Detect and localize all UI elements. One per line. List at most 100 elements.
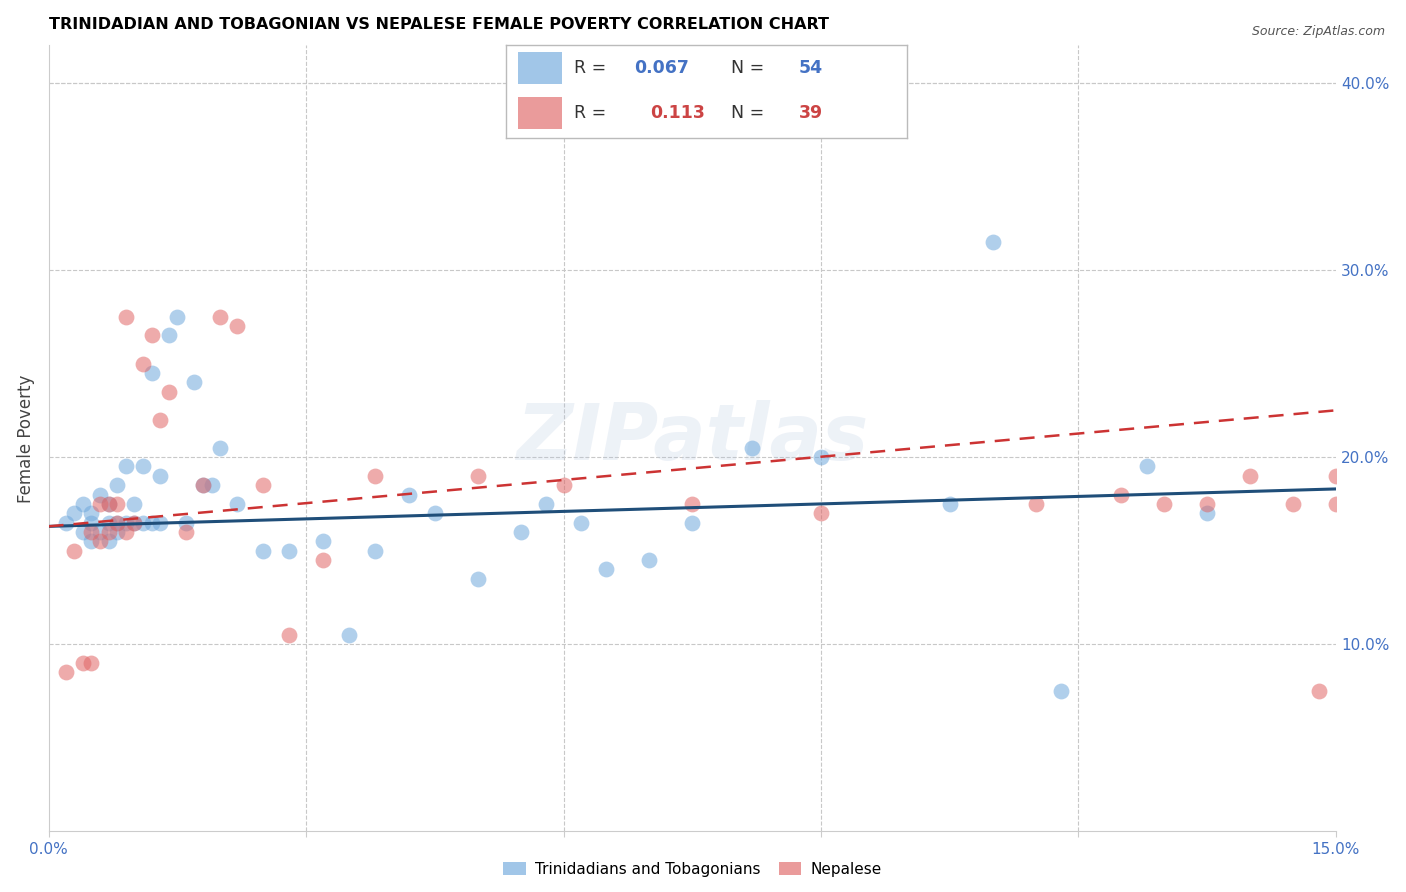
Point (938, 497, 960, 511)
Point (277, 543, 299, 558)
Point (124, 497, 146, 511)
Point (681, 516, 703, 530)
Text: Source: ZipAtlas.com: Source: ZipAtlas.com (1251, 25, 1385, 38)
Point (509, 524, 531, 539)
Point (595, 562, 617, 576)
Point (105, 524, 128, 539)
Point (1239, 468, 1261, 483)
Bar (519, 52, 562, 84)
Legend: Trinidadians and Tobagonians, Nepalese: Trinidadians and Tobagonians, Nepalese (496, 855, 889, 883)
Point (191, 478, 214, 492)
Point (89, 497, 111, 511)
Point (63, 506, 86, 520)
Bar (519, 97, 562, 129)
Point (1025, 497, 1047, 511)
Point (55, 665, 77, 680)
Point (226, 497, 249, 511)
Point (105, 516, 128, 530)
Point (252, 478, 274, 492)
Point (80, 534, 103, 549)
Point (174, 516, 197, 530)
Point (981, 235, 1004, 249)
Point (80, 524, 103, 539)
Text: R =: R = (574, 104, 617, 122)
Point (312, 553, 335, 567)
Point (114, 516, 136, 530)
Point (114, 524, 136, 539)
Point (157, 328, 180, 343)
Point (105, 516, 128, 530)
Point (89, 524, 111, 539)
Point (681, 497, 703, 511)
Point (141, 516, 163, 530)
Point (124, 516, 146, 530)
Text: TRINIDADIAN AND TOBAGONIAN VS NEPALESE FEMALE POVERTY CORRELATION CHART: TRINIDADIAN AND TOBAGONIAN VS NEPALESE F… (49, 17, 828, 32)
Point (149, 412, 172, 426)
Point (89, 487, 111, 501)
Point (72, 656, 94, 670)
Point (141, 366, 163, 380)
Point (741, 441, 763, 455)
Text: N =: N = (731, 59, 769, 77)
Point (1136, 459, 1159, 474)
Point (114, 310, 136, 324)
Y-axis label: Female Poverty: Female Poverty (17, 375, 35, 502)
Text: 54: 54 (799, 59, 823, 77)
Point (1111, 487, 1133, 501)
Point (124, 516, 146, 530)
Point (97, 497, 120, 511)
Text: 0.113: 0.113 (651, 104, 706, 122)
Point (1324, 497, 1347, 511)
Point (226, 319, 249, 334)
Text: ZIPatlas: ZIPatlas (516, 401, 869, 476)
Point (201, 478, 224, 492)
Text: R =: R = (574, 59, 612, 77)
Point (364, 543, 387, 558)
Point (72, 497, 94, 511)
Point (80, 506, 103, 520)
Point (1197, 497, 1219, 511)
Point (1308, 684, 1330, 698)
Point (80, 656, 103, 670)
Point (638, 553, 661, 567)
Point (97, 534, 120, 549)
Point (1324, 468, 1347, 483)
Point (1197, 506, 1219, 520)
Point (89, 534, 111, 549)
Point (174, 524, 197, 539)
Point (337, 628, 360, 642)
Point (97, 497, 120, 511)
Point (1050, 684, 1073, 698)
Point (105, 478, 128, 492)
Point (149, 516, 172, 530)
Point (277, 628, 299, 642)
Point (55, 516, 77, 530)
Point (183, 376, 205, 390)
Point (553, 478, 575, 492)
Point (132, 459, 155, 474)
Point (209, 441, 232, 455)
Point (810, 450, 832, 464)
Text: 39: 39 (799, 104, 823, 122)
Point (132, 357, 155, 371)
Point (398, 487, 420, 501)
Point (810, 506, 832, 520)
Text: N =: N = (731, 104, 769, 122)
Point (97, 524, 120, 539)
Point (423, 506, 446, 520)
Point (80, 516, 103, 530)
Point (191, 478, 214, 492)
Point (209, 310, 232, 324)
Point (72, 524, 94, 539)
Point (569, 516, 592, 530)
Point (97, 516, 120, 530)
Point (157, 384, 180, 399)
Point (149, 468, 172, 483)
Point (105, 497, 128, 511)
Point (63, 543, 86, 558)
Point (467, 572, 489, 586)
Point (141, 328, 163, 343)
Point (166, 310, 188, 324)
Point (312, 534, 335, 549)
Point (467, 468, 489, 483)
